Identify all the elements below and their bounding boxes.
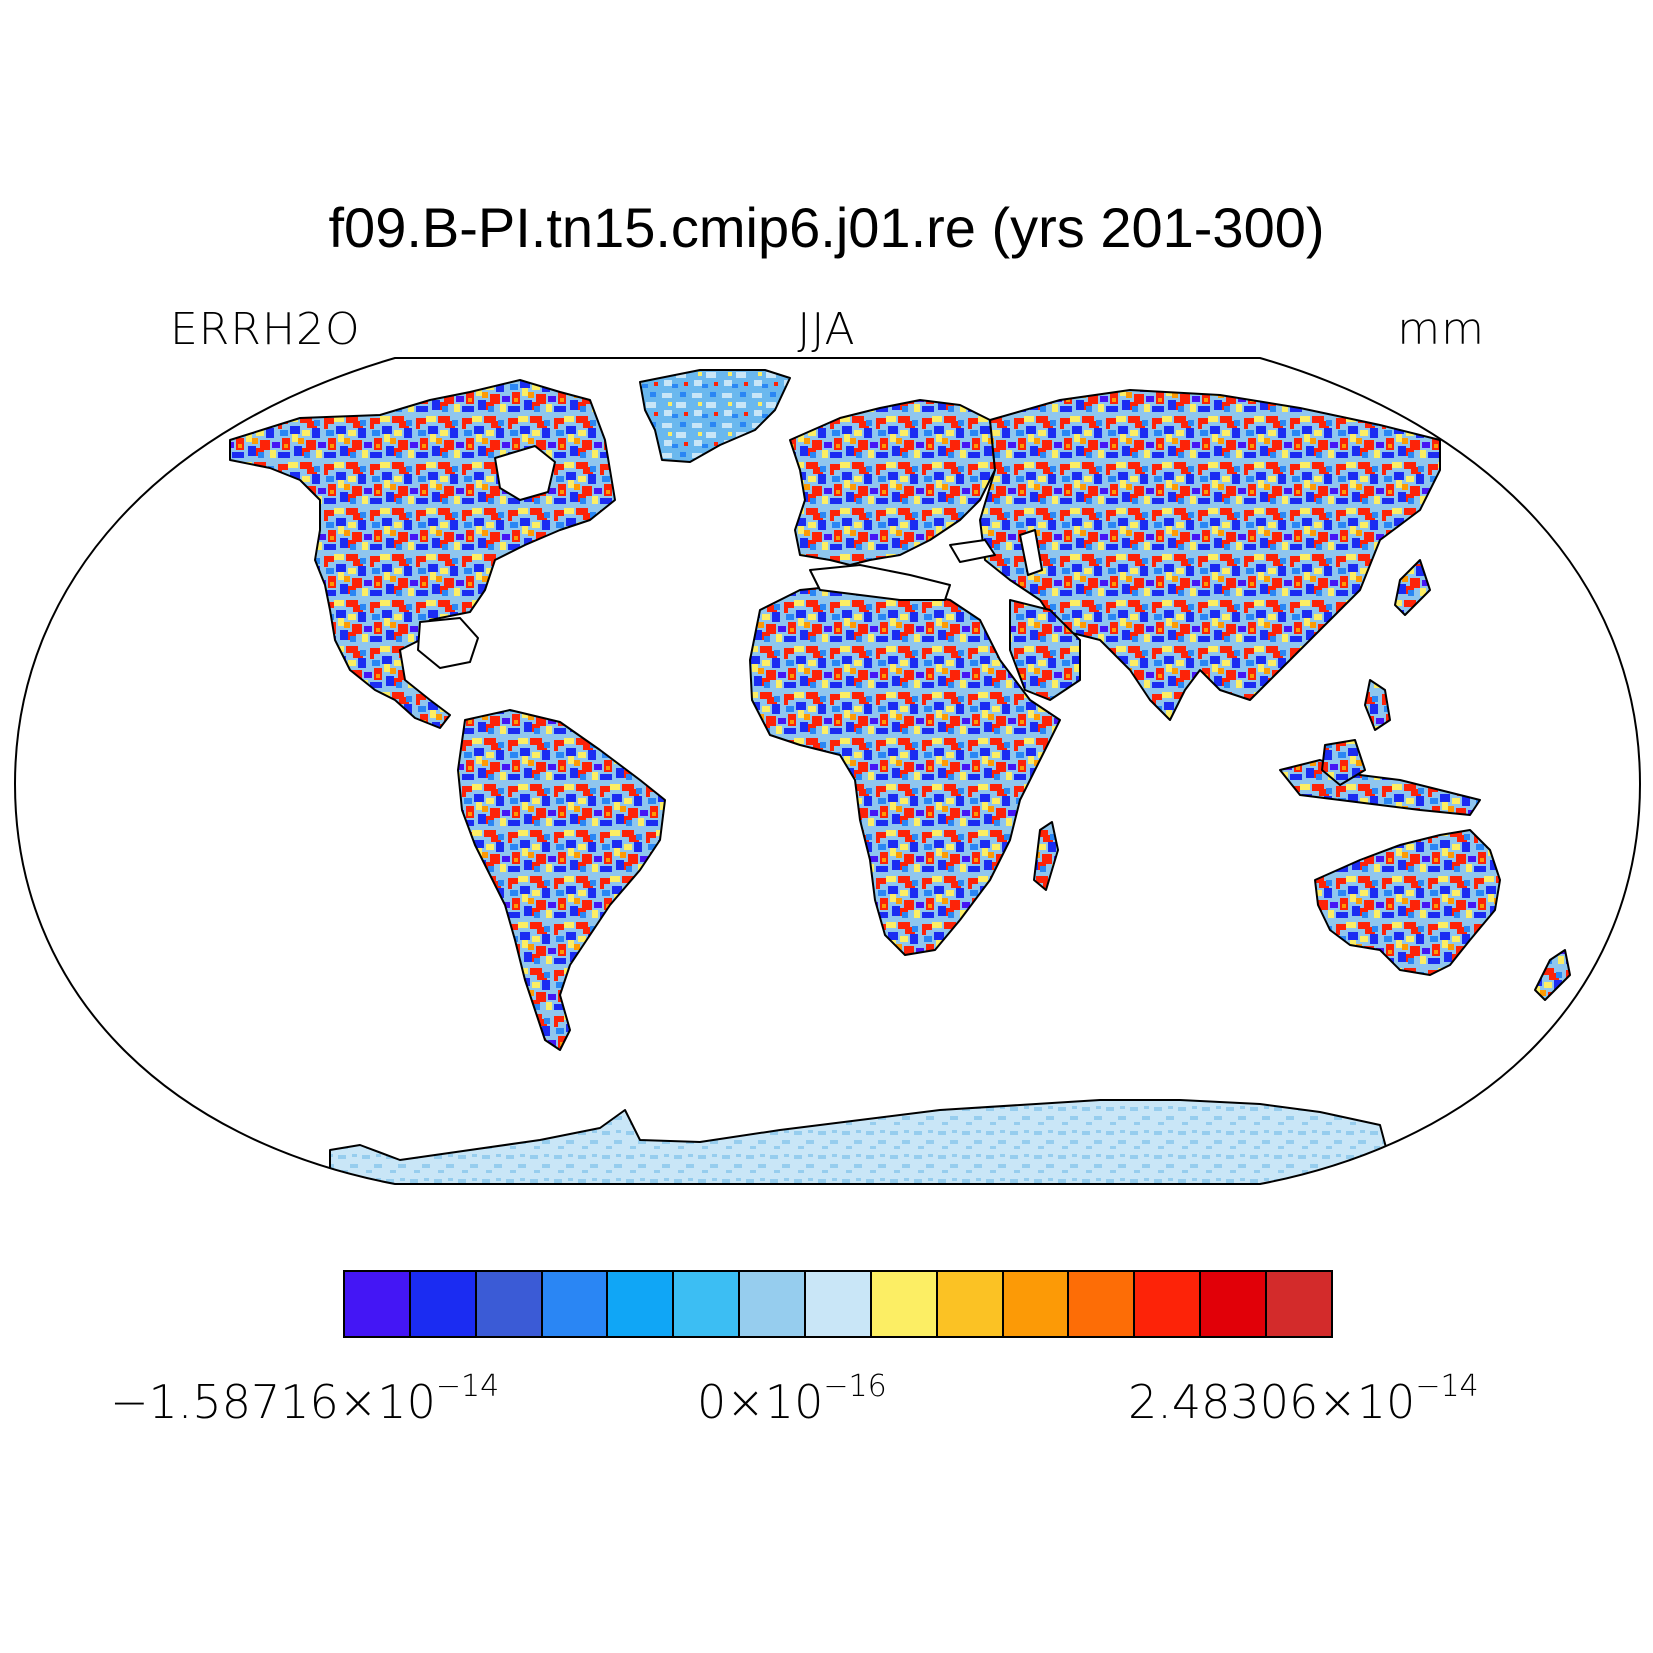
colorbar-box xyxy=(608,1272,675,1336)
greenland xyxy=(639,369,791,463)
season-label: JJA xyxy=(797,304,856,355)
madagascar xyxy=(1033,821,1059,891)
colorbar-box xyxy=(345,1272,411,1336)
europe xyxy=(789,399,996,566)
plot-title: f09.B-PI.tn15.cmip6.j01.re (yrs 201-300) xyxy=(328,196,1325,259)
hudson-bay xyxy=(494,445,556,501)
colorbar-box xyxy=(1069,1272,1136,1336)
black-sea xyxy=(949,539,996,563)
colorbar-box xyxy=(1135,1272,1202,1336)
indonesia xyxy=(1279,759,1481,816)
borneo xyxy=(1321,739,1366,786)
colorbar-box xyxy=(937,1272,1004,1336)
colorbar xyxy=(343,1270,1333,1338)
colorbar-max-label: 2.48306×10−14 xyxy=(1128,1369,1479,1429)
units-label: mm xyxy=(1397,304,1485,355)
variable-label: ERRH2O xyxy=(170,304,361,355)
colorbar-box xyxy=(871,1272,938,1336)
colorbar-box xyxy=(740,1272,807,1336)
caspian-sea xyxy=(1019,529,1043,576)
colorbar-box xyxy=(1003,1272,1070,1336)
colorbar-box xyxy=(410,1272,477,1336)
new-zealand xyxy=(1534,949,1571,1001)
colorbar-box xyxy=(1201,1272,1268,1336)
north-america xyxy=(229,379,616,729)
colorbar-mid-label: 0×10−16 xyxy=(697,1369,887,1429)
australia xyxy=(1314,829,1501,976)
gulf-of-mexico xyxy=(417,617,479,669)
colorbar-box xyxy=(1267,1272,1331,1336)
south-america xyxy=(457,709,666,1051)
africa xyxy=(749,584,1061,956)
colorbar-box xyxy=(542,1272,609,1336)
philippines xyxy=(1364,679,1391,731)
antarctica xyxy=(329,1099,1401,1184)
colorbar-min-label: −1.58716×10−14 xyxy=(110,1369,500,1429)
map-boundary xyxy=(13,357,1642,1185)
japan xyxy=(1394,559,1431,616)
mediterranean xyxy=(809,564,951,601)
colorbar-box xyxy=(806,1272,872,1336)
asia xyxy=(979,389,1441,721)
colorbar-box xyxy=(674,1272,741,1336)
colorbar-box xyxy=(476,1272,543,1336)
arabia xyxy=(1009,599,1081,701)
